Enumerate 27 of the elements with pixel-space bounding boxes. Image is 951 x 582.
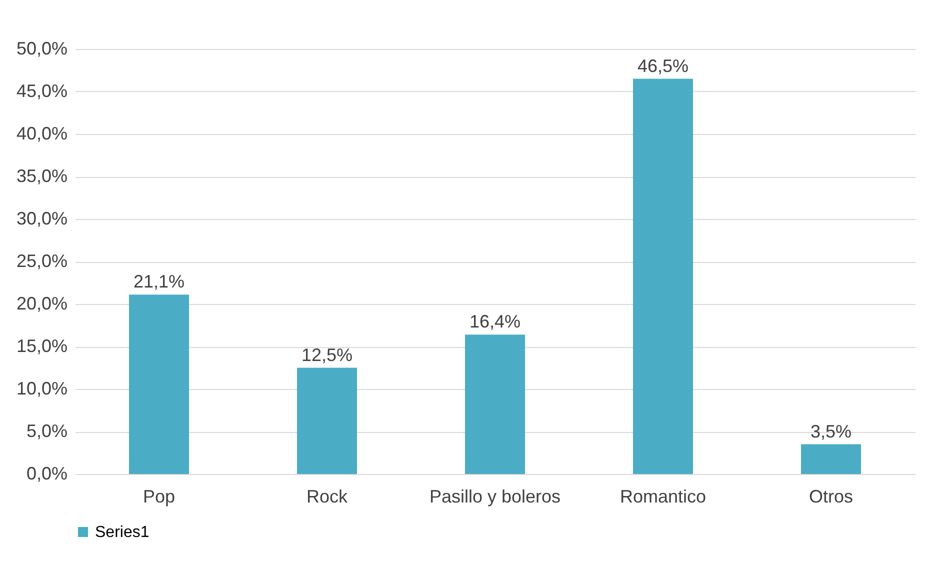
- y-tick-label: 20,0%: [16, 294, 68, 314]
- y-tick-label: 40,0%: [16, 124, 68, 144]
- data-label: 12,5%: [301, 344, 353, 365]
- x-tick-label: Pop: [142, 486, 176, 506]
- y-tick-label: 10,0%: [16, 378, 68, 398]
- data-label: 3,5%: [810, 421, 852, 442]
- y-tick-label: 50,0%: [16, 38, 68, 58]
- bar: [297, 368, 357, 474]
- legend-label: Series1: [95, 524, 150, 541]
- bar: [801, 444, 861, 474]
- y-tick-label: 35,0%: [16, 166, 68, 186]
- data-label: 16,4%: [469, 312, 521, 332]
- data-label: 21,1%: [133, 272, 185, 292]
- y-tick-label: 0,0%: [26, 464, 68, 484]
- y-tick-label: 45,0%: [16, 81, 68, 101]
- x-tick-label: Romantico: [620, 486, 706, 506]
- x-tick-label: Otros: [808, 486, 854, 506]
- y-tick-label: 15,0%: [16, 336, 68, 356]
- bar: [465, 334, 525, 474]
- y-tick-label: 25,0%: [16, 251, 68, 271]
- data-label: 46,5%: [637, 56, 689, 76]
- x-tick-label: Pasillo y boleros: [429, 486, 561, 506]
- y-tick-label: 30,0%: [16, 208, 68, 228]
- bar: [633, 78, 693, 474]
- y-tick-label: 5,0%: [26, 421, 68, 441]
- x-tick-label: Rock: [306, 486, 348, 506]
- bar: [129, 294, 189, 474]
